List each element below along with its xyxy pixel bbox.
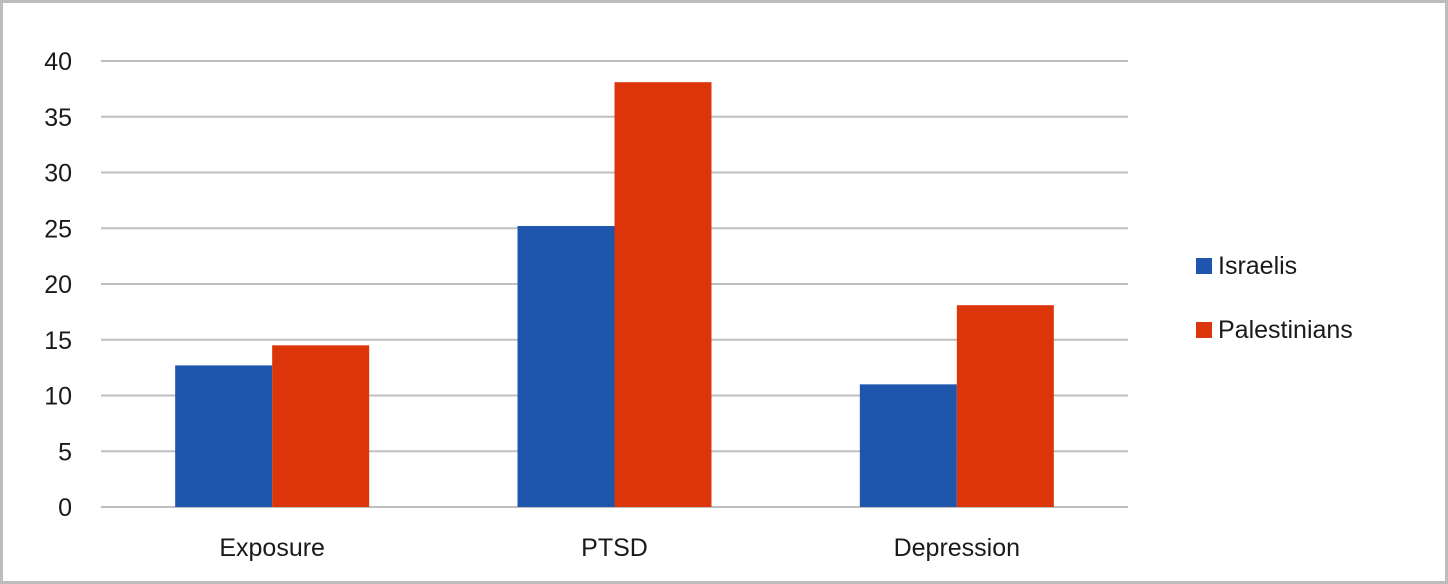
bar-palestinians-exposure — [272, 345, 370, 507]
y-tick-label: 30 — [44, 160, 72, 188]
legend-label-israelis: Israelis — [1218, 252, 1297, 280]
x-tick-label: Exposure — [219, 534, 325, 562]
legend: Israelis Palestinians — [1196, 252, 1353, 344]
y-tick-label: 40 — [44, 48, 72, 76]
bar-palestinians-depression — [956, 305, 1054, 507]
legend-swatch-israelis — [1196, 258, 1212, 274]
bar-israelis-exposure — [175, 365, 273, 507]
legend-label-palestinians: Palestinians — [1218, 316, 1353, 344]
x-axis-ticks: Exposure PTSD Depression — [219, 534, 1020, 562]
y-tick-label: 5 — [58, 438, 72, 466]
y-tick-label: 35 — [44, 104, 72, 132]
legend-swatch-palestinians — [1196, 322, 1212, 338]
y-axis-ticks: 0 5 10 15 20 25 30 35 40 — [44, 48, 72, 522]
x-tick-label: Depression — [894, 534, 1020, 562]
y-tick-label: 15 — [44, 327, 72, 355]
y-tick-label: 0 — [58, 494, 72, 522]
bar-israelis-ptsd — [517, 226, 615, 507]
bars — [175, 82, 1054, 507]
x-tick-label: PTSD — [581, 534, 648, 562]
y-tick-label: 20 — [44, 271, 72, 299]
y-tick-label: 25 — [44, 215, 72, 243]
bar-israelis-depression — [859, 384, 957, 507]
y-tick-label: 10 — [44, 383, 72, 411]
bar-palestinians-ptsd — [614, 82, 712, 507]
